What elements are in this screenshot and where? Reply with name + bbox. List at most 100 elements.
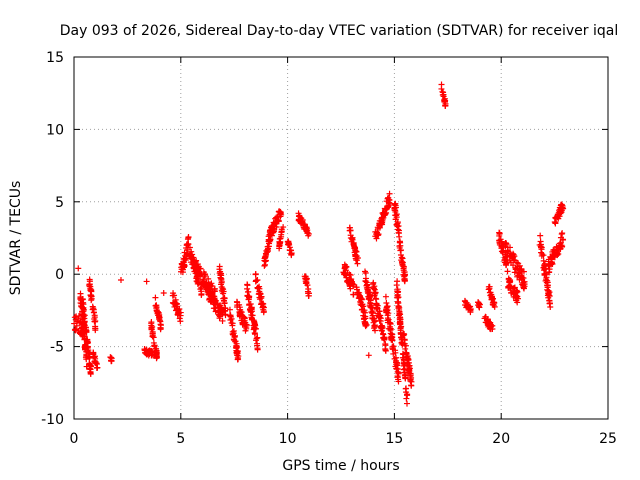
data-point <box>400 271 407 278</box>
data-point <box>285 240 292 247</box>
data-point <box>513 294 520 301</box>
data-point <box>229 320 236 327</box>
data-point <box>382 293 389 300</box>
data-point <box>248 304 255 311</box>
data-point <box>218 279 225 286</box>
data-point <box>220 286 227 293</box>
data-point <box>302 280 309 287</box>
data-point <box>277 210 284 217</box>
data-point <box>394 366 401 373</box>
data-point <box>392 200 399 207</box>
data-point <box>509 254 516 261</box>
data-point <box>181 249 188 256</box>
data-point <box>393 214 400 221</box>
data-point <box>349 235 356 242</box>
data-point <box>476 301 483 308</box>
data-point <box>288 250 295 257</box>
data-point <box>362 319 369 326</box>
plot-frame <box>73 56 609 420</box>
y-tick-label: 15 <box>46 50 64 66</box>
data-point <box>515 260 522 267</box>
data-point <box>91 318 98 325</box>
data-point <box>364 282 371 289</box>
data-point <box>87 361 94 368</box>
data-point <box>548 255 555 262</box>
data-point <box>153 308 160 315</box>
data-point <box>369 315 376 322</box>
data-point <box>153 353 160 360</box>
data-point <box>365 296 372 303</box>
data-point <box>393 365 400 372</box>
data-point <box>172 301 179 308</box>
data-point <box>71 314 78 321</box>
data-point <box>179 266 186 273</box>
data-point <box>558 209 565 216</box>
data-point <box>370 284 377 291</box>
data-point <box>396 311 403 318</box>
data-point <box>540 257 547 264</box>
data-point <box>520 279 527 286</box>
data-point <box>369 309 376 316</box>
data-point <box>268 224 275 231</box>
data-point <box>398 339 405 346</box>
data-point <box>262 253 269 260</box>
data-point <box>173 307 180 314</box>
data-point <box>251 320 258 327</box>
data-point <box>261 257 268 264</box>
data-point <box>261 262 268 269</box>
data-point <box>515 270 522 277</box>
data-point <box>193 267 200 274</box>
data-point <box>227 312 234 319</box>
data-point <box>234 356 241 363</box>
data-point <box>389 337 396 344</box>
x-tick-label: 0 <box>70 431 79 447</box>
data-point <box>248 316 255 323</box>
data-point <box>75 265 82 272</box>
data-point <box>198 270 205 277</box>
data-point <box>108 357 115 364</box>
data-point <box>519 274 526 281</box>
data-point <box>385 316 392 323</box>
data-point <box>219 317 226 324</box>
axis-ticks <box>73 56 609 420</box>
data-point <box>396 233 403 240</box>
data-point <box>556 242 563 249</box>
data-point <box>372 289 379 296</box>
data-point <box>296 213 303 220</box>
data-point <box>151 342 158 349</box>
data-point <box>90 353 97 360</box>
data-point <box>226 306 233 313</box>
data-point <box>152 294 159 301</box>
data-point <box>80 306 87 313</box>
data-point <box>300 224 307 231</box>
data-point <box>402 374 409 381</box>
data-point <box>511 269 518 276</box>
data-point <box>86 361 93 368</box>
data-point <box>545 290 552 297</box>
data-point <box>362 268 368 275</box>
data-point <box>231 334 238 341</box>
data-point <box>244 285 251 292</box>
x-tick-label: 25 <box>599 431 617 447</box>
y-tick-label: -5 <box>50 340 64 356</box>
data-point <box>305 232 312 239</box>
data-point <box>373 296 380 303</box>
data-point <box>505 278 512 285</box>
data-point <box>508 289 515 296</box>
data-point <box>361 307 368 314</box>
y-tick-label: -10 <box>41 412 64 428</box>
data-point <box>549 248 556 255</box>
data-point <box>393 357 400 364</box>
data-point <box>205 275 212 282</box>
data-point <box>382 347 389 354</box>
data-point <box>252 270 259 277</box>
y-axis-label: SDTVAR / TECUs <box>8 181 24 296</box>
x-axis-label: GPS time / hours <box>282 458 399 474</box>
data-point <box>397 316 404 323</box>
data-point <box>385 310 392 317</box>
data-point <box>393 282 400 289</box>
data-point <box>276 240 283 247</box>
data-point <box>513 265 520 272</box>
data-point <box>487 292 494 299</box>
data-point <box>206 296 213 303</box>
